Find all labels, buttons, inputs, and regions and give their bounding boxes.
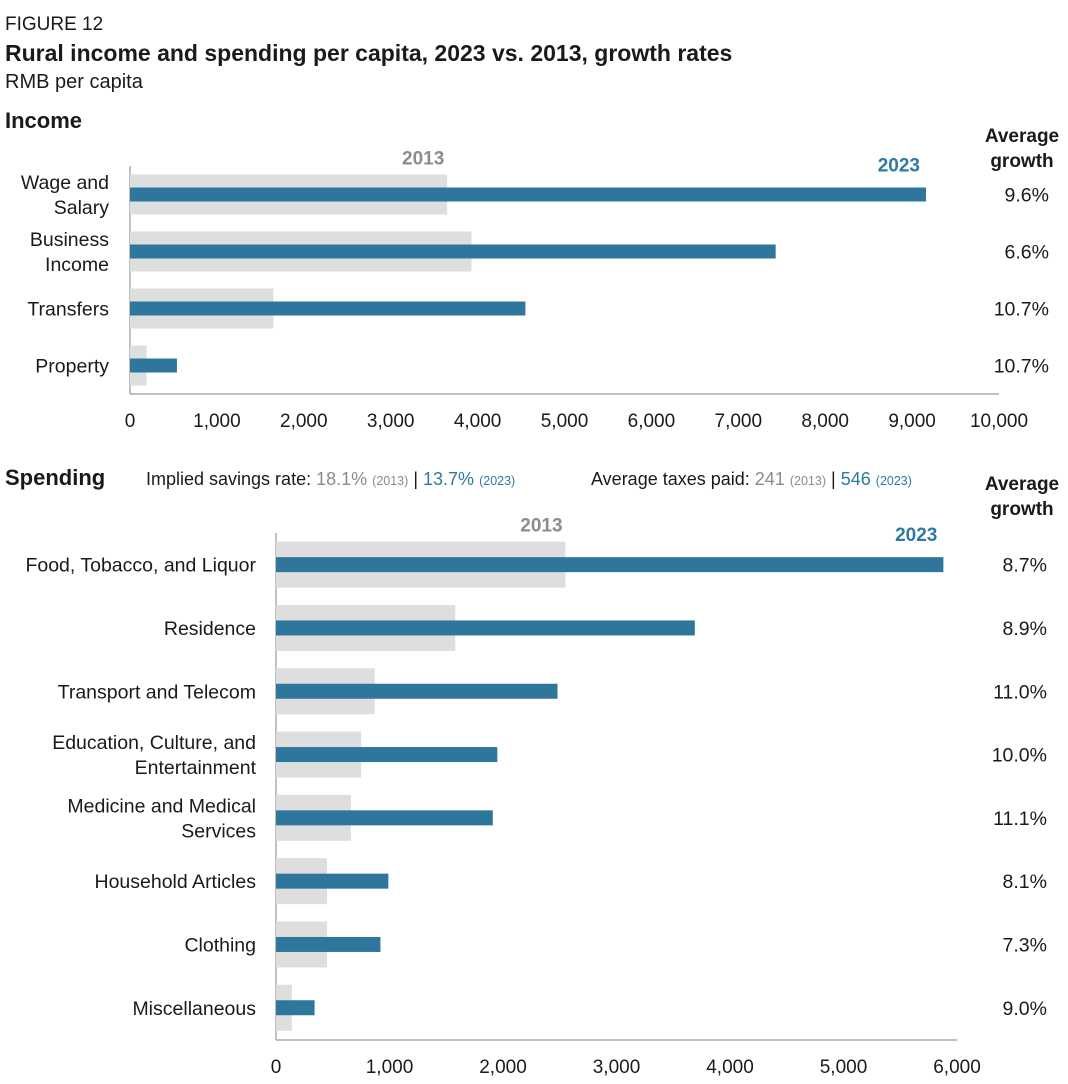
income-x-tick-label: 9,000 [888, 411, 936, 432]
income-growth-value: 6.6% [1005, 242, 1049, 264]
income-x-tick-label: 1,000 [193, 411, 241, 432]
income-x-tick-label: 3,000 [367, 411, 415, 432]
spending-category-label: Household Articles [94, 871, 256, 893]
savings-rate-label: Implied savings rate: [146, 469, 312, 489]
spending-bar-2023 [276, 936, 381, 952]
income-category-label: Wage and Salary [21, 172, 109, 219]
spending-growth-value: 7.3% [1003, 934, 1047, 956]
taxes-tag-2023: (2023) [875, 474, 912, 488]
spending-x-tick-label: 2,000 [479, 1057, 527, 1078]
income-category-label: Property [35, 356, 109, 378]
figure-label: FIGURE 12 [5, 14, 104, 35]
chart-title: Rural income and spending per capita, 20… [5, 40, 733, 66]
savings-tag-2013: (2013) [372, 474, 409, 488]
spending-growth-value: 9.0% [1003, 998, 1047, 1020]
income-bar-2023 [130, 358, 177, 373]
income-x-tick-label: 5,000 [541, 411, 589, 432]
taxes-2013: 241 [754, 469, 785, 489]
spending-series-label-2023: 2023 [895, 525, 937, 546]
income-x-tick-label: 0 [125, 411, 136, 432]
spending-bar-2023 [276, 620, 695, 636]
taxes-separator: | [831, 469, 836, 489]
taxes-2023: 546 [840, 469, 871, 489]
income-bar-2023 [130, 301, 526, 316]
income-bar-2023 [130, 187, 927, 202]
spending-growth-value: 10.0% [992, 745, 1047, 767]
spending-x-tick-label: 0 [271, 1057, 282, 1078]
income-growth-value: 10.7% [994, 299, 1049, 321]
savings-rate-2023: 13.7% [423, 469, 475, 489]
spending-x-tick-label: 5,000 [820, 1057, 868, 1078]
spending-bar-2023 [276, 1000, 315, 1016]
spending-bar-2023 [276, 810, 493, 826]
spending-bar-2023 [276, 747, 498, 763]
spending-x-tick-label: 6,000 [933, 1057, 981, 1078]
spending-growth-value: 11.1% [993, 808, 1047, 830]
income-x-tick-label: 6,000 [628, 411, 676, 432]
spending-category-label: Clothing [184, 934, 256, 956]
spending-growth-value: 8.9% [1003, 618, 1047, 640]
chart-subtitle: RMB per capita [5, 71, 143, 93]
spending-bar-2023 [276, 683, 558, 699]
savings-separator: | [413, 469, 418, 489]
taxes-label: Average taxes paid: [591, 469, 750, 489]
spending-category-label: Medicine and Medical Services [67, 795, 256, 842]
savings-tag-2023: (2023) [479, 474, 516, 488]
taxes-note: Average taxes paid: 241 (2013) | 546 (20… [591, 469, 912, 490]
spending-bar-2023 [276, 873, 389, 889]
income-x-tick-label: 2,000 [280, 411, 328, 432]
spending-growth-header: Average growth [984, 474, 1060, 520]
income-series-label-2013: 2013 [402, 149, 444, 170]
spending-x-tick-label: 4,000 [706, 1057, 754, 1078]
spending-x-tick-label: 3,000 [593, 1057, 641, 1078]
income-growth-value: 10.7% [994, 356, 1049, 378]
spending-growth-value: 8.1% [1003, 871, 1047, 893]
spending-heading: Spending [5, 465, 106, 490]
spending-category-label: Miscellaneous [132, 998, 256, 1020]
savings-rate-note: Implied savings rate: 18.1% (2013) | 13.… [146, 469, 515, 490]
income-x-tick-label: 4,000 [454, 411, 502, 432]
income-category-label: Business Income [30, 229, 109, 276]
spending-growth-value: 8.7% [1003, 555, 1047, 577]
spending-category-label: Residence [164, 618, 256, 640]
income-category-label: Transfers [27, 299, 109, 321]
spending-category-label: Education, Culture, and Entertainment [52, 732, 256, 779]
spending-category-label: Food, Tobacco, and Liquor [25, 555, 256, 577]
spending-series-label-2013: 2013 [520, 516, 562, 537]
spending-x-tick-label: 1,000 [366, 1057, 414, 1078]
income-heading: Income [5, 108, 83, 133]
income-bar-2023 [130, 244, 776, 259]
income-growth-value: 9.6% [1005, 185, 1049, 207]
income-series-label-2023: 2023 [878, 156, 920, 177]
spending-growth-value: 11.0% [993, 681, 1047, 703]
income-x-tick-label: 8,000 [801, 411, 849, 432]
spending-category-label: Transport and Telecom [58, 681, 256, 703]
spending-bar-2023 [276, 557, 944, 573]
income-growth-header: Average growth [984, 126, 1060, 172]
income-x-tick-label: 10,000 [970, 411, 1028, 432]
income-x-tick-label: 7,000 [715, 411, 763, 432]
savings-rate-2013: 18.1% [316, 469, 368, 489]
taxes-tag-2013: (2013) [789, 474, 826, 488]
